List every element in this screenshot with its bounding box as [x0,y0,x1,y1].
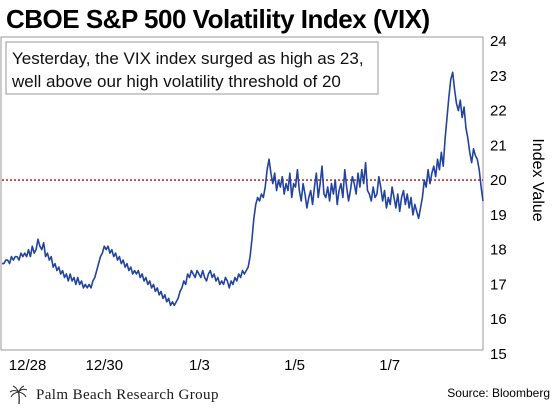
x-axis: 12/28 12/30 1/3 1/5 1/7 [9,357,400,374]
x-tick-label: 1/7 [379,357,400,374]
y-axis: 15 16 17 18 19 20 21 22 23 24 [490,33,507,363]
y-axis-label: Index Value [529,138,546,221]
y-tick-label: 16 [490,311,507,328]
x-tick-label: 1/5 [284,357,305,374]
y-tick-label: 15 [490,346,507,363]
y-tick-label: 23 [490,68,507,85]
y-tick-label: 18 [490,242,507,259]
x-tick-label: 1/3 [189,357,210,374]
x-tick-label: 12/28 [9,357,47,374]
x-tick-label: 12/30 [86,357,124,374]
annotation-frame [5,41,379,95]
brand-name: Palm Beach Research Group [36,386,219,403]
annotation-line-1: Yesterday, the VIX index surged as high … [12,49,364,68]
palm-tree-icon [9,385,28,405]
annotation-box: Yesterday, the VIX index surged as high … [5,41,379,95]
annotation-line-2: well above our high volatility threshold… [11,72,341,91]
chart-title: CBOE S&P 500 Volatility Index (VIX) [6,4,430,34]
y-tick-label: 24 [490,33,507,50]
source-note: Source: Bloomberg [447,386,550,400]
brand-logo: Palm Beach Research Group [8,384,219,406]
y-tick-label: 22 [490,103,507,120]
y-tick-label: 20 [490,172,507,189]
y-tick-label: 17 [490,276,507,293]
y-tick-label: 21 [490,137,507,154]
series-line-vix [2,71,484,307]
y-tick-label: 19 [490,207,507,224]
plot-frame [0,36,484,351]
